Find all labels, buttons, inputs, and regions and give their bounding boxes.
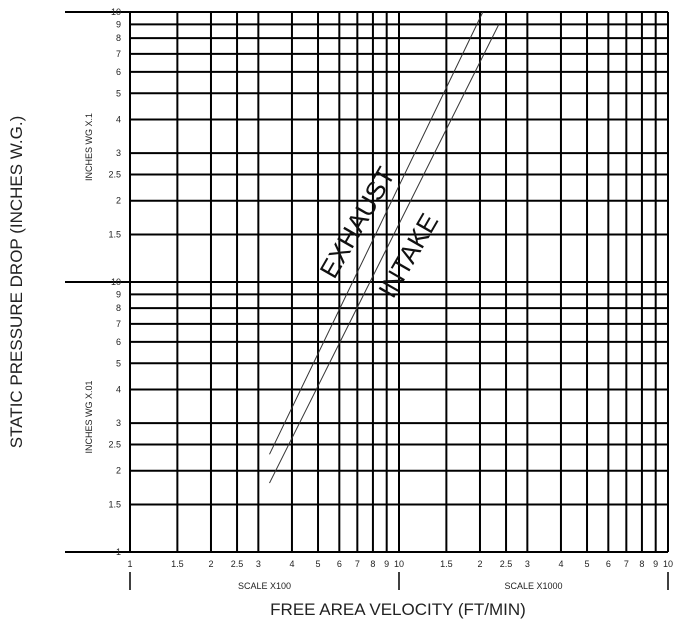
y-tick-label: 8 (116, 33, 121, 43)
x-tick-label: 10 (394, 559, 404, 569)
x-tick-label: 7 (355, 559, 360, 569)
y-tick-label: 3 (116, 148, 121, 158)
y-tick-label: 1.5 (108, 499, 121, 509)
x-tick-label: 4 (558, 559, 563, 569)
y-tick-label: 10 (111, 277, 121, 287)
x-tick-label: 2.5 (231, 559, 244, 569)
x-tick-label: 4 (289, 559, 294, 569)
x-tick-label: 9 (653, 559, 658, 569)
x-scale-label-thousands: SCALE X1000 (504, 581, 562, 591)
x-tick-label: 5 (585, 559, 590, 569)
y-tick-label: 5 (116, 88, 121, 98)
y-tick-label: 6 (116, 67, 121, 77)
x-tick-label: 2.5 (500, 559, 513, 569)
y-tick-label: 1 (116, 547, 121, 557)
x-tick-label: 1.5 (440, 559, 453, 569)
y-tick-label: 1.5 (108, 229, 121, 239)
x-tick-label: 10 (663, 559, 673, 569)
y-tick-label: 4 (116, 114, 121, 124)
y-tick-label: 4 (116, 384, 121, 394)
y-tick-label: 9 (116, 289, 121, 299)
y-axis-title: STATIC PRESSURE DROP (INCHES W.G.) (7, 116, 26, 448)
y-tick-label: 2.5 (108, 440, 121, 450)
x-tick-label: 9 (384, 559, 389, 569)
x-axis-title: FREE AREA VELOCITY (FT/MIN) (270, 600, 526, 619)
x-tick-label: 3 (525, 559, 530, 569)
x-tick-labels: 1 1.5 2 2.5 3 4 5 6 7 8 9 10 1.5 2 2.5 3 4 5 6 7 8 9 10 (127, 559, 673, 569)
y-tick-label: 2 (116, 466, 121, 476)
x-scale-label-hundreds: SCALE X100 (238, 581, 291, 591)
y-tick-label: 6 (116, 337, 121, 347)
curves (269, 11, 500, 484)
y-tick-label: 2.5 (108, 170, 121, 180)
y-tick-label: 8 (116, 303, 121, 313)
x-tick-label: 6 (606, 559, 611, 569)
x-tick-label: 7 (624, 559, 629, 569)
y-scale-label-hundredths: INCHES WG X.01 (84, 380, 94, 453)
horizontal-gridlines (65, 11, 668, 553)
x-tick-label: 8 (370, 559, 375, 569)
x-tick-label: 3 (256, 559, 261, 569)
x-tick-label: 8 (639, 559, 644, 569)
y-tick-label: 3 (116, 418, 121, 428)
y-scale-label-tenths: INCHES WG X.1 (84, 113, 94, 181)
x-tick-label: 2 (208, 559, 213, 569)
y-tick-label: 7 (116, 49, 121, 59)
x-tick-label: 5 (316, 559, 321, 569)
curve-exhaust (269, 11, 484, 455)
y-tick-label: 5 (116, 358, 121, 368)
x-tick-label: 1.5 (171, 559, 184, 569)
x-tick-label: 6 (337, 559, 342, 569)
x-tick-label: 1 (127, 559, 132, 569)
y-tick-label: 2 (116, 196, 121, 206)
x-tick-label: 2 (477, 559, 482, 569)
curve-intake (269, 24, 500, 484)
axis-decorations (129, 572, 669, 590)
y-tick-label: 10 (111, 7, 121, 17)
y-tick-label: 9 (116, 19, 121, 29)
y-tick-label: 7 (116, 319, 121, 329)
y-tick-labels: 1 1.5 2 2.5 3 4 5 6 7 8 9 10 1.5 2 2.5 3 4 5 6 7 8 9 10 (108, 7, 121, 557)
